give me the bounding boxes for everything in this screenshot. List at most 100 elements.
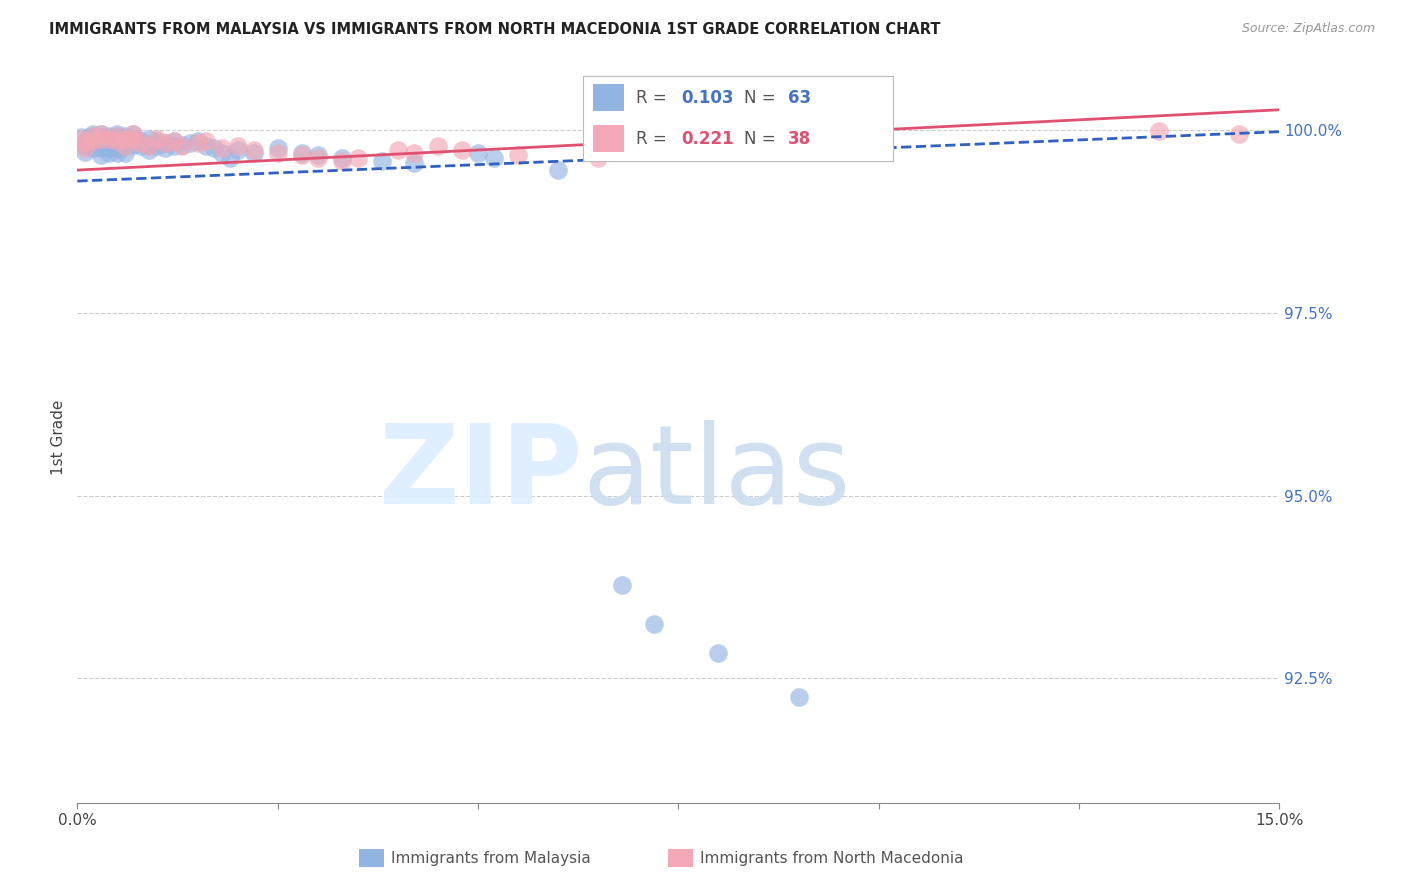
Point — [122, 131, 145, 145]
Point — [170, 137, 193, 152]
Point — [82, 130, 104, 145]
Point — [707, 646, 730, 660]
Point — [114, 146, 136, 161]
Point — [547, 163, 569, 178]
Point — [211, 141, 233, 155]
Point — [211, 146, 233, 161]
Point — [98, 141, 121, 155]
Point — [612, 578, 634, 592]
Point — [187, 134, 209, 148]
Bar — [593, 125, 624, 152]
Point — [330, 153, 353, 168]
Point — [107, 134, 129, 148]
Point — [114, 139, 136, 153]
Point — [114, 134, 136, 148]
Point — [482, 151, 505, 165]
Point — [347, 151, 370, 165]
Point — [90, 127, 112, 141]
Text: Immigrants from North Macedonia: Immigrants from North Macedonia — [700, 851, 963, 865]
Y-axis label: 1st Grade: 1st Grade — [51, 400, 66, 475]
Point — [138, 137, 160, 152]
Point — [107, 127, 129, 141]
Point — [98, 131, 121, 145]
Point — [107, 128, 129, 143]
Text: 0.221: 0.221 — [681, 129, 734, 147]
Point — [155, 136, 177, 150]
Point — [242, 144, 264, 158]
Point — [588, 151, 610, 165]
Point — [107, 130, 129, 145]
Text: atlas: atlas — [582, 420, 851, 527]
Point — [467, 146, 489, 161]
Point — [75, 141, 97, 155]
Text: N =: N = — [744, 89, 782, 107]
Point — [146, 134, 169, 148]
Point — [170, 139, 193, 153]
Point — [179, 136, 201, 150]
Point — [267, 146, 290, 161]
Point — [122, 131, 145, 145]
Point — [242, 146, 264, 161]
Point — [79, 130, 101, 145]
Point — [131, 134, 153, 148]
Point — [138, 139, 160, 153]
Point — [82, 141, 104, 155]
Point — [131, 139, 153, 153]
Point — [90, 148, 112, 162]
Point — [155, 141, 177, 155]
Point — [187, 136, 209, 150]
Point — [330, 151, 353, 165]
Bar — [593, 85, 624, 112]
Point — [107, 146, 129, 161]
Point — [402, 155, 425, 169]
Point — [402, 146, 425, 161]
Text: 38: 38 — [787, 129, 811, 147]
Point — [90, 131, 112, 145]
Point — [114, 128, 136, 143]
Point — [82, 134, 104, 148]
Point — [75, 145, 97, 159]
Point — [131, 136, 153, 150]
Point — [138, 131, 160, 145]
Point — [307, 148, 329, 162]
Point — [82, 128, 104, 143]
Text: R =: R = — [636, 89, 672, 107]
Point — [1149, 124, 1171, 138]
Point — [98, 134, 121, 148]
Text: 0.103: 0.103 — [681, 89, 734, 107]
Point — [122, 127, 145, 141]
Point — [267, 141, 290, 155]
Point — [291, 146, 314, 161]
Point — [90, 131, 112, 145]
Point — [162, 139, 184, 153]
Point — [226, 139, 249, 153]
Point — [146, 139, 169, 153]
Point — [307, 151, 329, 165]
Point — [643, 616, 665, 631]
Text: ZIP: ZIP — [378, 420, 582, 527]
Text: N =: N = — [744, 129, 782, 147]
Point — [75, 136, 97, 150]
Text: Immigrants from Malaysia: Immigrants from Malaysia — [391, 851, 591, 865]
Point — [114, 131, 136, 145]
Point — [202, 141, 225, 155]
Point — [90, 134, 112, 148]
Point — [70, 130, 93, 145]
Point — [90, 127, 112, 141]
Text: 63: 63 — [787, 89, 811, 107]
Point — [98, 146, 121, 161]
Text: IMMIGRANTS FROM MALAYSIA VS IMMIGRANTS FROM NORTH MACEDONIA 1ST GRADE CORRELATIO: IMMIGRANTS FROM MALAYSIA VS IMMIGRANTS F… — [49, 22, 941, 37]
Point — [146, 131, 169, 145]
Point — [194, 139, 217, 153]
Point — [82, 127, 104, 141]
Point — [138, 144, 160, 158]
Point — [291, 148, 314, 162]
Point — [451, 144, 474, 158]
Point — [98, 128, 121, 143]
Point — [508, 148, 530, 162]
Point — [107, 134, 129, 148]
Point — [194, 134, 217, 148]
Point — [82, 134, 104, 148]
Point — [387, 144, 409, 158]
Point — [114, 139, 136, 153]
